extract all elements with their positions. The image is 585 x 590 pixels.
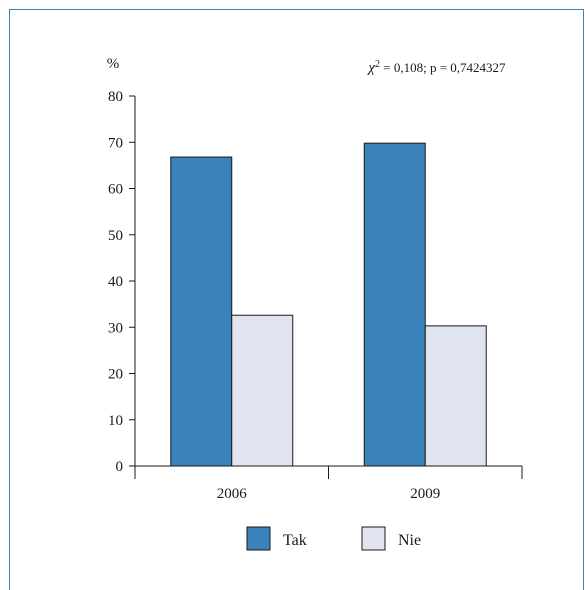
chi-square-stat-text: = 0,108; p = 0,7424327 [380,60,506,75]
chi-square-annotation: χ2 = 0,108; p = 0,7424327 [366,59,506,77]
legend: Tak Nie [246,526,421,551]
chart-frame [9,9,584,590]
x-axis: 2006 2009 [134,465,523,502]
y-tick-label: 20 [108,367,123,383]
y-tick-label: 50 [108,228,123,244]
bar-nie-2009 [424,325,487,467]
legend-label-tak: Tak [283,532,307,549]
legend-swatch-tak [246,526,271,551]
y-tick-label: 30 [108,320,123,336]
y-tick-label: 40 [108,274,123,290]
y-tick-label: 10 [108,413,123,429]
x-category-label: 2006 [217,486,248,502]
y-axis-unit-label: % [107,56,120,72]
bars-group [170,142,487,467]
y-tick-label: 70 [108,135,123,151]
chi-exponent: 2 [375,59,380,70]
bar-tak-2006 [170,156,233,467]
y-axis: % 0 10 20 30 40 50 60 70 80 [107,56,136,475]
bar-tak-2009 [363,142,426,467]
legend-label-nie: Nie [398,532,421,549]
y-tick-label: 80 [108,89,123,105]
bar-nie-2006 [231,314,294,467]
legend-swatch-nie [361,526,386,551]
chi-symbol: χ [366,60,375,76]
x-category-label: 2009 [410,486,440,502]
y-tick-label: 0 [116,459,124,475]
y-tick-label: 60 [108,182,123,198]
